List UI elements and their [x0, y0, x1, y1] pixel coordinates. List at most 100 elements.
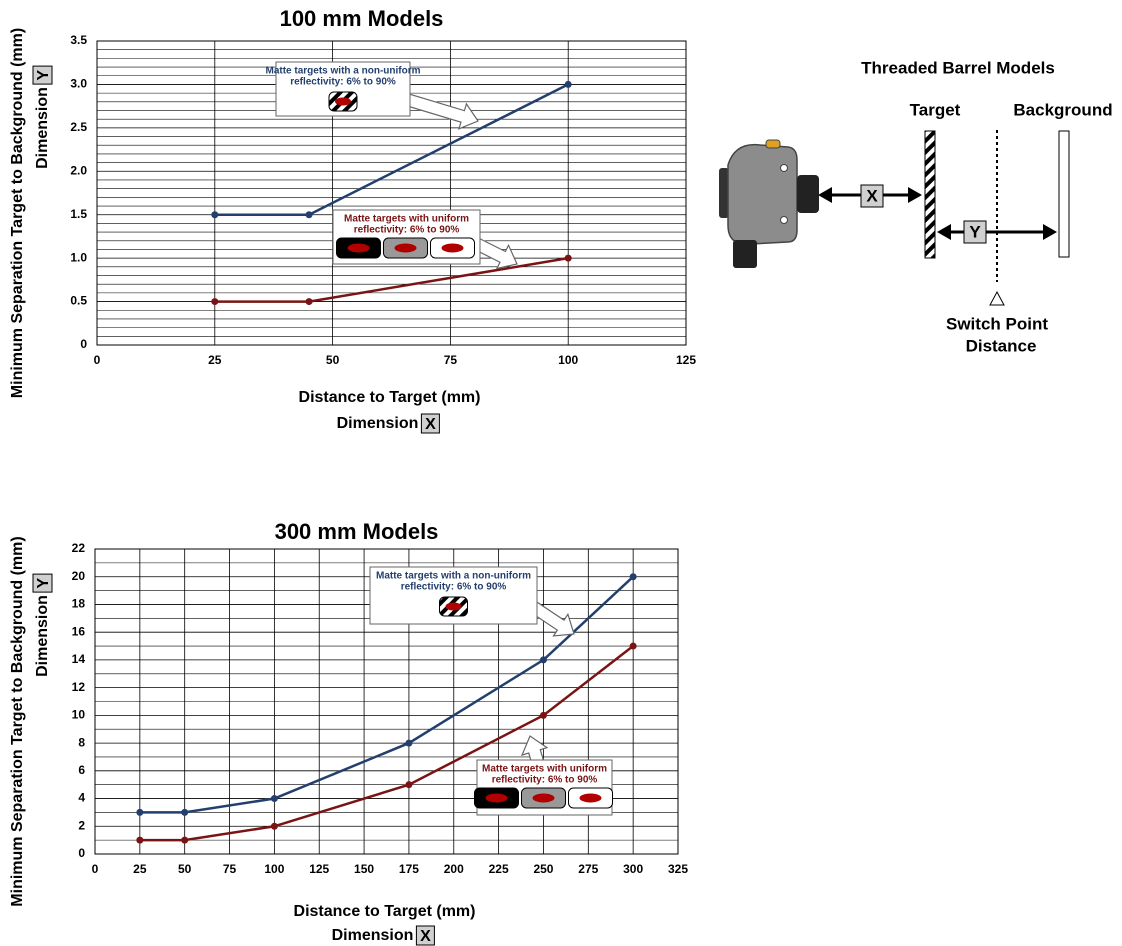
- y-tick-label: 2: [78, 818, 85, 832]
- y-tick-label: 2.5: [70, 120, 87, 134]
- x-tick-label: 225: [489, 862, 509, 876]
- target-label: Target: [910, 100, 961, 119]
- symbol-box: [32, 65, 53, 85]
- annotation-text: Matte targets with uniform: [482, 764, 607, 775]
- series-line: [139, 645, 634, 842]
- y-tick-label: 2.0: [70, 163, 87, 177]
- icon: [335, 97, 351, 106]
- plot-border: [96, 40, 687, 346]
- axis-symbol: X: [420, 928, 431, 945]
- symbol-box: [415, 925, 435, 946]
- series-line: [139, 575, 635, 814]
- annotation-text: Matte targets with a non-uniform: [266, 66, 421, 77]
- data-point: [136, 836, 144, 844]
- data-point: [181, 808, 189, 816]
- y-tick-label: 0.5: [70, 294, 87, 308]
- x-tick-label: 300: [623, 862, 643, 876]
- y-axis-label2: Dimension Y: [32, 573, 53, 677]
- symbol-box: [420, 413, 440, 434]
- data-point: [539, 711, 547, 719]
- axis-label: Dimension: [332, 927, 414, 944]
- plot-border: [94, 548, 679, 855]
- data-point: [629, 573, 637, 581]
- data-point: [211, 211, 219, 219]
- x-tick-label: 0: [92, 862, 99, 876]
- data-point: [270, 795, 278, 803]
- data-point: [270, 822, 278, 830]
- y-tick-label: 16: [72, 624, 86, 638]
- x-tick-label: 25: [133, 862, 147, 876]
- axis-label: Dimension: [337, 415, 419, 432]
- chart-title: 100 mm Models: [280, 6, 444, 31]
- x-symbol: X: [866, 186, 878, 205]
- x-tick-label: 125: [676, 353, 696, 367]
- x-tick-label: 250: [533, 862, 553, 876]
- chart-title: 300 mm Models: [275, 519, 439, 544]
- icon: [485, 793, 508, 803]
- y-tick-label: 3.0: [70, 77, 87, 91]
- icon: [532, 793, 555, 803]
- data-point: [136, 808, 144, 816]
- y-tick-label: 1.5: [70, 207, 87, 221]
- x-axis-label: Distance to Target (mm): [299, 389, 481, 406]
- x-tick-label: 25: [208, 353, 222, 367]
- x-tick-label: 50: [178, 862, 192, 876]
- y-tick-label: 20: [72, 569, 86, 583]
- x-tick-label: 100: [558, 353, 578, 367]
- sensor: [719, 139, 819, 268]
- data-point: [305, 298, 313, 306]
- x-tick-label: 0: [94, 353, 101, 367]
- y-tick-label: 4: [78, 791, 85, 805]
- data-point: [539, 656, 547, 664]
- y-tick-label: 12: [72, 680, 86, 694]
- icon: [347, 243, 370, 253]
- x-tick-label: 175: [399, 862, 419, 876]
- x-tick-label: 275: [578, 862, 598, 876]
- x-tick-label: 125: [309, 862, 329, 876]
- y-symbol: Y: [969, 222, 981, 241]
- x-tick-label: 200: [444, 862, 464, 876]
- data-point: [405, 781, 413, 789]
- axis-label: Dimension: [34, 595, 51, 677]
- y-tick-label: 8: [78, 735, 85, 749]
- annotation-text: Matte targets with uniform: [344, 214, 469, 225]
- annotation-text: reflectivity: 6% to 90%: [290, 77, 396, 88]
- axis-label: Dimension: [34, 87, 51, 169]
- y-axis-label: Minimum Separation Target to Background …: [9, 28, 26, 398]
- data-point: [181, 836, 189, 844]
- y-tick-label: 18: [72, 597, 86, 611]
- y-tick-label: 3.5: [70, 33, 87, 47]
- data-point: [211, 298, 219, 306]
- x-axis-label: Distance to Target (mm): [294, 903, 476, 920]
- diagram: Threaded Barrel Models Target Background…: [719, 58, 1113, 355]
- annotation-text: Matte targets with a non-uniform: [376, 571, 531, 582]
- y-tick-label: 6: [78, 763, 85, 777]
- x-axis-label2: Dimension X: [332, 925, 435, 946]
- x-tick-label: 100: [264, 862, 284, 876]
- y-tick-label: 22: [72, 541, 86, 555]
- background-label: Background: [1013, 100, 1112, 119]
- x-tick-label: 75: [444, 353, 458, 367]
- x-tick-label: 50: [326, 353, 340, 367]
- switch-point-label: Distance: [966, 336, 1037, 355]
- x-tick-label: 150: [354, 862, 374, 876]
- y-tick-label: 0: [78, 846, 85, 860]
- x-axis-label2: Dimension X: [337, 413, 440, 434]
- data-point: [305, 211, 313, 219]
- y-tick-label: 14: [72, 652, 86, 666]
- icon: [445, 602, 462, 611]
- diagram-title: Threaded Barrel Models: [861, 58, 1055, 77]
- annotation-text: reflectivity: 6% to 90%: [354, 225, 460, 236]
- y-tick-label: 10: [72, 708, 86, 722]
- data-point: [629, 642, 637, 650]
- x-tick-label: 75: [223, 862, 237, 876]
- data-point: [564, 80, 572, 88]
- axis-symbol: Y: [35, 577, 52, 588]
- icon: [441, 243, 464, 253]
- switch-point-label: Switch Point: [946, 314, 1048, 333]
- axis-symbol: Y: [35, 69, 52, 80]
- y-tick-label: 1.0: [70, 250, 87, 264]
- annotation-text: reflectivity: 6% to 90%: [401, 582, 507, 593]
- annotation-text: reflectivity: 6% to 90%: [492, 775, 598, 786]
